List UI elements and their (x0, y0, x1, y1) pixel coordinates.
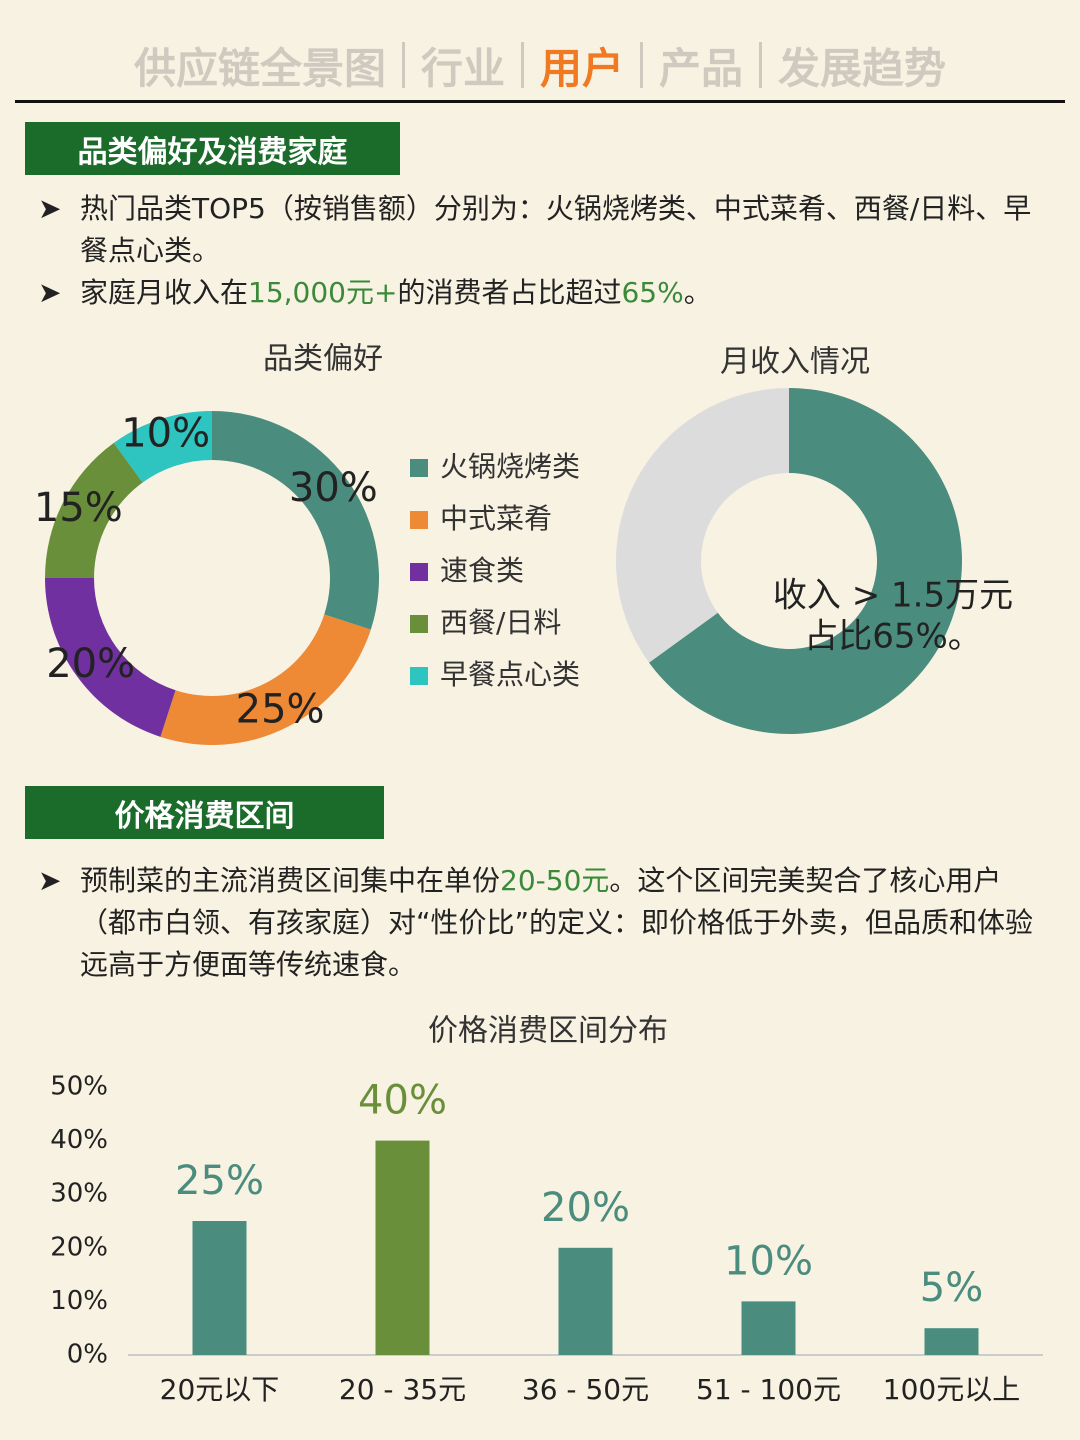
x-tick-label: 100元以上 (883, 1373, 1020, 1406)
data-label: 5% (920, 1265, 983, 1311)
data-label: 20% (46, 641, 135, 687)
text: 家庭月收入在 (80, 276, 249, 309)
annotation: 占比65%。 (804, 617, 982, 657)
bullet: ➤ 家庭月收入在15,000元+的消费者占比超过65%。 (38, 272, 1040, 314)
bar (192, 1221, 247, 1355)
bullet-arrow: ➤ (38, 864, 62, 897)
legend-swatch (410, 667, 428, 685)
annotation: 收入 > 1.5万元 (773, 576, 1013, 616)
separator (520, 42, 524, 88)
text: 预制菜的主流消费区间集中在单份 (80, 864, 501, 897)
donut-segment (212, 411, 379, 630)
donut-segment (616, 388, 789, 663)
bullet-list: ➤ 热门品类TOP5（按销售额）分别为：火锅烧烤类、中式菜肴、西餐/日料、早餐点心… (38, 188, 1040, 314)
donut-segment (113, 411, 212, 483)
donut-segment (45, 578, 176, 737)
x-tick-label: 51 - 100元 (696, 1373, 841, 1406)
legend-label: 火锅烧烤类 (440, 450, 580, 483)
text: 。 (683, 276, 712, 309)
chart-title: 月收入情况 (720, 345, 870, 380)
text: 。这个区间完美契合了核心用户（都市白领、有孩家庭）对“性价比”的定义：即价格低于… (80, 864, 1034, 981)
legend-swatch (410, 511, 428, 529)
nav-tab: 行业 (420, 43, 505, 93)
donut-segment (160, 614, 371, 745)
separator (640, 42, 643, 88)
highlight-text: 20-50元 (500, 864, 610, 897)
y-tick-label: 30% (50, 1179, 108, 1209)
bar (924, 1328, 979, 1355)
legend-swatch (410, 615, 428, 633)
data-label: 25% (236, 687, 325, 733)
y-tick-label: 10% (50, 1286, 108, 1316)
data-label: 10% (724, 1238, 813, 1284)
bullet-text: 家庭月收入在15,000元+的消费者占比超过65%。 (80, 272, 1040, 314)
text: 热门品类TOP5（按销售额）分别为：火锅烧烤类、中式菜肴、西餐/日料、早餐点心类… (80, 192, 1032, 267)
donut-segment (45, 442, 143, 578)
data-label: 10% (121, 410, 210, 456)
section-header: 价格消费区间 (25, 786, 384, 839)
bullet-arrow: ➤ (38, 192, 62, 225)
y-tick-label: 0% (67, 1340, 108, 1370)
text: 的消费者占比超过 (397, 276, 622, 309)
highlight-text: 65% (621, 276, 684, 309)
legend-label: 早餐点心类 (440, 658, 580, 691)
data-label: 30% (289, 465, 378, 511)
legend-swatch (410, 563, 428, 581)
separator (759, 42, 763, 88)
donut-segment (649, 388, 962, 734)
nav-tab: 用户 (539, 43, 624, 93)
nav-tab: 发展趋势 (778, 43, 947, 93)
legend-label: 速食类 (440, 554, 524, 587)
legend-label: 中式菜肴 (440, 502, 552, 535)
nav-tab: 产品 (659, 43, 744, 93)
data-label: 20% (541, 1185, 630, 1231)
highlight-text: 15,000元+ (248, 276, 398, 309)
bullet-list: ➤ 预制菜的主流消费区间集中在单份20-50元。这个区间完美契合了核心用户（都市白… (38, 860, 1040, 986)
y-tick-label: 50% (50, 1072, 108, 1102)
section-header: 品类偏好及消费家庭 (25, 122, 400, 175)
y-tick-label: 40% (50, 1125, 108, 1155)
bar (741, 1301, 796, 1355)
data-label: 40% (358, 1078, 447, 1124)
nav-tab: 供应链全景图 (133, 43, 386, 93)
data-label: 15% (34, 485, 123, 531)
nav-bar: 供应链全景图 行业 用户 产品 发展趋势 (15, 30, 1065, 103)
bar (558, 1247, 613, 1355)
bullet: ➤ 热门品类TOP5（按销售额）分别为：火锅烧烤类、中式菜肴、西餐/日料、早餐点心… (38, 188, 1040, 272)
data-label: 25% (175, 1158, 264, 1204)
bullet-text: 预制菜的主流消费区间集中在单份20-50元。这个区间完美契合了核心用户（都市白领… (80, 860, 1040, 986)
chart-title: 品类偏好 (263, 342, 383, 377)
x-tick-label: 20 - 35元 (339, 1373, 466, 1406)
bullet-arrow: ➤ (38, 276, 62, 309)
separator (401, 42, 405, 88)
bar (375, 1140, 430, 1355)
legend-label: 西餐/日料 (440, 606, 561, 639)
bullet-text: 热门品类TOP5（按销售额）分别为：火锅烧烤类、中式菜肴、西餐/日料、早餐点心类… (80, 188, 1040, 272)
x-tick-label: 20元以下 (160, 1373, 280, 1406)
bullet: ➤ 预制菜的主流消费区间集中在单份20-50元。这个区间完美契合了核心用户（都市白… (38, 860, 1040, 986)
x-tick-label: 36 - 50元 (522, 1373, 649, 1406)
y-tick-label: 20% (50, 1232, 108, 1262)
legend-swatch (410, 459, 428, 477)
chart-title: 价格消费区间分布 (428, 1014, 668, 1049)
